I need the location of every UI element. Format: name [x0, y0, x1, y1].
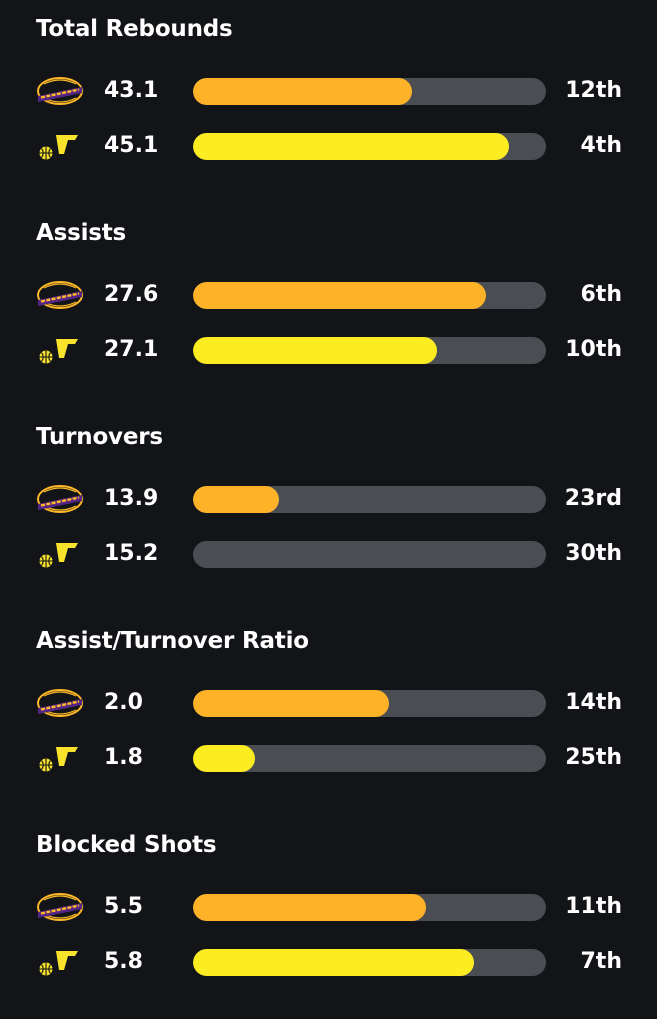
stat-bar-fill: [193, 133, 509, 160]
stat-row-lakers: 5.5 11th: [0, 888, 657, 928]
stat-bar-fill: [193, 894, 426, 921]
stat-row-jazz: 5.8 7th: [0, 943, 657, 983]
league-rank: 14th: [565, 690, 622, 715]
stat-value: 13.9: [104, 486, 159, 511]
stat-value: 45.1: [104, 133, 159, 158]
stat-bar-track: [193, 541, 546, 568]
stat-bar-fill: [193, 78, 412, 105]
stat-bar-fill: [193, 486, 280, 513]
league-rank: 12th: [565, 78, 622, 103]
jazz-logo-icon: [34, 945, 86, 979]
stat-row-lakers: 13.9 23rd: [0, 480, 657, 520]
stat-section-total-rebounds: Total Rebounds 43.1 12th 45.1 4th: [0, 0, 657, 203]
lakers-logo-icon: [34, 74, 86, 108]
stat-bar-track: [193, 133, 546, 160]
stat-row-lakers: 2.0 14th: [0, 684, 657, 724]
stat-value: 43.1: [104, 78, 159, 103]
stat-bar-track: [193, 337, 546, 364]
league-rank: 11th: [565, 894, 622, 919]
stat-row-jazz: 15.2 30th: [0, 535, 657, 575]
stat-bar-track: [193, 282, 546, 309]
jazz-logo-icon: [34, 129, 86, 163]
stat-row-lakers: 27.6 6th: [0, 276, 657, 316]
league-rank: 25th: [565, 745, 622, 770]
stat-bar-track: [193, 486, 546, 513]
stat-value: 1.8: [104, 745, 143, 770]
stat-section-assist-turnover-ratio: Assist/Turnover Ratio 2.0 14th 1.8 25th: [0, 612, 657, 815]
league-rank: 23rd: [564, 486, 622, 511]
lakers-logo-icon: [34, 482, 86, 516]
stat-bar-fill: [193, 949, 474, 976]
section-title: Assists: [36, 220, 127, 246]
league-rank: 4th: [580, 133, 623, 158]
league-rank: 10th: [565, 337, 622, 362]
stat-bar-track: [193, 949, 546, 976]
section-title: Total Rebounds: [36, 16, 233, 42]
lakers-logo-icon: [34, 686, 86, 720]
section-title: Turnovers: [36, 424, 163, 450]
stat-value: 5.5: [104, 894, 143, 919]
stat-row-jazz: 45.1 4th: [0, 127, 657, 167]
league-rank: 30th: [565, 541, 622, 566]
stat-value: 2.0: [104, 690, 143, 715]
stat-bar-track: [193, 78, 546, 105]
stat-bar-track: [193, 690, 546, 717]
jazz-logo-icon: [34, 537, 86, 571]
stat-bar-track: [193, 745, 546, 772]
lakers-logo-icon: [34, 890, 86, 924]
stat-value: 15.2: [104, 541, 159, 566]
league-rank: 6th: [580, 282, 623, 307]
stat-row-jazz: 27.1 10th: [0, 331, 657, 371]
jazz-logo-icon: [34, 741, 86, 775]
league-rank: 7th: [580, 949, 623, 974]
section-title: Assist/Turnover Ratio: [36, 628, 309, 654]
stat-bar-fill: [193, 690, 389, 717]
jazz-logo-icon: [34, 333, 86, 367]
lakers-logo-icon: [34, 278, 86, 312]
stat-section-blocked-shots: Blocked Shots 5.5 11th 5.8 7th: [0, 816, 657, 1019]
stat-bar-fill: [193, 745, 255, 772]
stat-bar-fill: [193, 337, 437, 364]
section-title: Blocked Shots: [36, 832, 217, 858]
stat-bar-track: [193, 894, 546, 921]
stat-row-jazz: 1.8 25th: [0, 739, 657, 779]
stat-section-assists: Assists 27.6 6th 27.1 10th: [0, 204, 657, 407]
stat-value: 5.8: [104, 949, 143, 974]
stat-row-lakers: 43.1 12th: [0, 72, 657, 112]
stat-value: 27.1: [104, 337, 159, 362]
stat-bar-fill: [193, 282, 486, 309]
stat-section-turnovers: Turnovers 13.9 23rd 15.2 30th: [0, 408, 657, 611]
stat-value: 27.6: [104, 282, 159, 307]
